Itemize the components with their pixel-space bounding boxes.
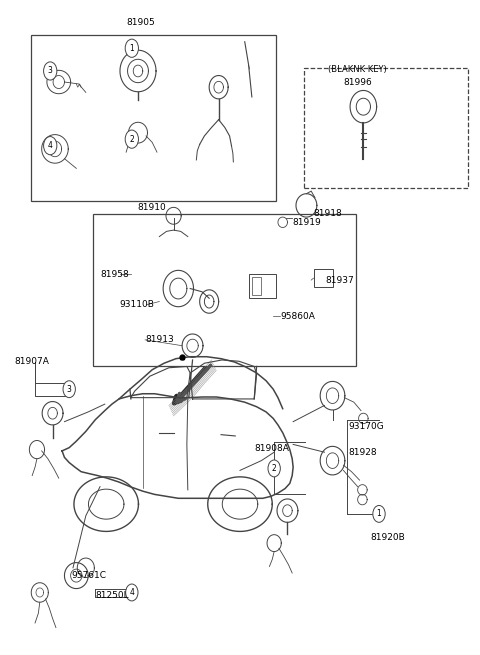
Bar: [304, 67, 468, 188]
Text: 81928: 81928: [348, 448, 377, 457]
Circle shape: [125, 39, 138, 58]
Text: 81908A: 81908A: [254, 445, 289, 453]
Circle shape: [268, 460, 280, 477]
Bar: [93, 214, 356, 366]
Text: 81996: 81996: [343, 78, 372, 87]
Text: 95860A: 95860A: [280, 312, 315, 321]
Circle shape: [44, 136, 57, 155]
Bar: [250, 274, 276, 298]
Circle shape: [125, 130, 138, 148]
Text: 81907A: 81907A: [14, 358, 49, 366]
Text: 81919: 81919: [292, 218, 321, 227]
Text: 1: 1: [377, 510, 382, 518]
Circle shape: [44, 62, 57, 80]
Text: 4: 4: [48, 141, 53, 150]
Text: 2: 2: [272, 464, 276, 473]
Text: 81918: 81918: [313, 210, 342, 218]
Text: 95761C: 95761C: [72, 571, 107, 580]
Text: (BLAKNK KEY): (BLAKNK KEY): [328, 65, 387, 73]
Text: 2: 2: [130, 135, 134, 143]
Text: 3: 3: [67, 384, 72, 394]
Text: 81905: 81905: [126, 18, 155, 27]
Text: 93110B: 93110B: [119, 300, 154, 309]
Text: 93170G: 93170G: [348, 422, 384, 431]
Circle shape: [63, 381, 75, 398]
Text: 3: 3: [48, 66, 53, 75]
Bar: [252, 277, 261, 295]
Bar: [31, 35, 276, 201]
Bar: [313, 269, 333, 288]
Text: 81920B: 81920B: [371, 533, 405, 542]
Text: 81937: 81937: [325, 276, 354, 284]
Circle shape: [373, 506, 385, 522]
Text: 81910: 81910: [138, 203, 167, 212]
Text: 1: 1: [130, 44, 134, 53]
Text: 81250L: 81250L: [96, 591, 129, 599]
Text: 81913: 81913: [145, 335, 174, 345]
Circle shape: [126, 584, 138, 601]
Text: 4: 4: [130, 588, 134, 597]
Text: 81958: 81958: [100, 270, 129, 279]
